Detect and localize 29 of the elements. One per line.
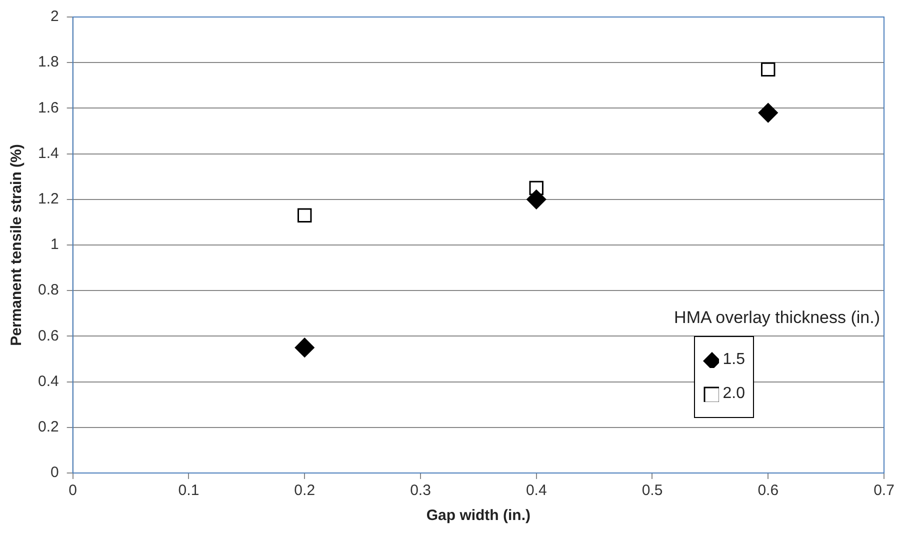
legend-title: HMA overlay thickness (in.) bbox=[674, 308, 880, 328]
y-tick-label: 1 bbox=[50, 236, 59, 254]
x-tick-label: 0.2 bbox=[294, 482, 316, 500]
point bbox=[294, 338, 314, 358]
x-tick-label: 0 bbox=[68, 482, 78, 500]
y-tick-label: 2 bbox=[50, 8, 59, 26]
y-tick-label: 0.8 bbox=[38, 282, 59, 299]
x-tick-label: 0.7 bbox=[874, 482, 894, 500]
point bbox=[526, 190, 546, 210]
x-tick-label: 0.6 bbox=[758, 482, 779, 500]
legend-label: 1.5 bbox=[722, 351, 745, 369]
y-tick-label: 0.4 bbox=[38, 372, 59, 390]
legend-label: 2.0 bbox=[722, 385, 745, 403]
x-tick-label: 0.1 bbox=[178, 482, 200, 500]
y-tick-label: 0.2 bbox=[38, 418, 59, 436]
y-tick-label: 0.6 bbox=[38, 327, 59, 344]
x-tick-label: 0.5 bbox=[642, 482, 663, 500]
y-tick-label: 0 bbox=[50, 464, 59, 482]
y-tick-label: 1.6 bbox=[38, 99, 59, 116]
point bbox=[761, 62, 776, 77]
x-axis-title: Gap width (in.) bbox=[426, 507, 531, 524]
point bbox=[758, 103, 778, 123]
y-tick-label: 1.2 bbox=[38, 190, 59, 208]
x-tick-label: 0.4 bbox=[526, 482, 547, 500]
y-tick-label: 1.4 bbox=[38, 144, 59, 162]
x-tick-label: 0.3 bbox=[410, 482, 431, 500]
y-axis-title: Permanent tensile strain (%) bbox=[8, 144, 26, 346]
y-tick-label: 1.8 bbox=[38, 54, 59, 71]
point bbox=[297, 208, 312, 222]
